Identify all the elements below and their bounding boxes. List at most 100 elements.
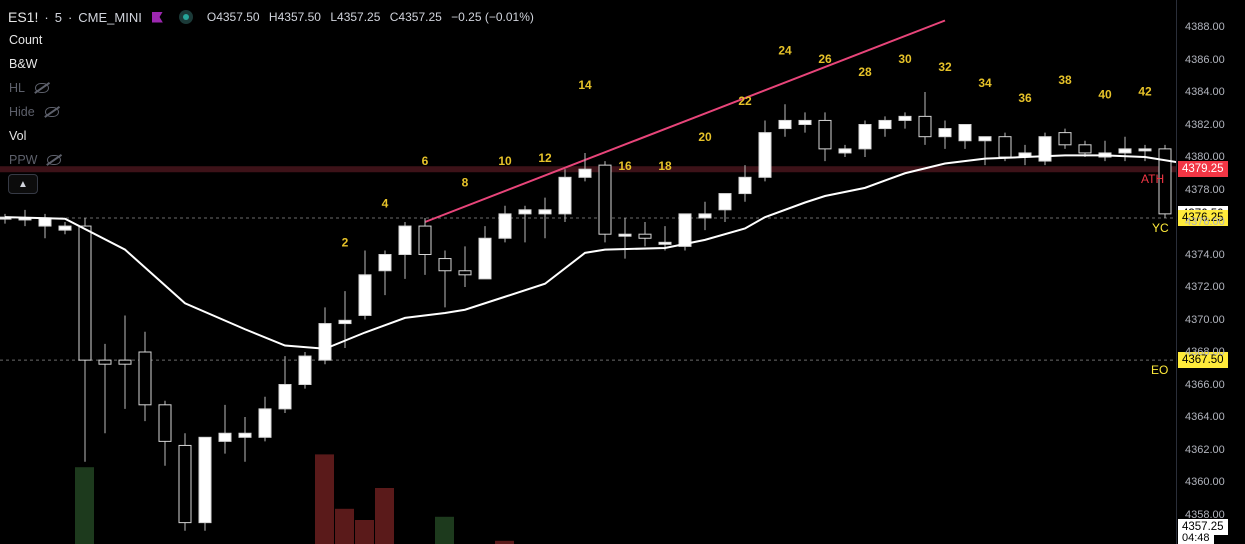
candle-body — [138, 351, 152, 406]
bar-count-label: 26 — [818, 52, 832, 66]
trendline — [424, 19, 946, 223]
bar-count-label: 4 — [382, 196, 389, 210]
high-value: 4357.50 — [277, 10, 321, 24]
low-value: 4357.25 — [337, 10, 381, 24]
candle-body — [1038, 136, 1052, 162]
indicator-hl[interactable]: HL — [9, 81, 49, 95]
price-tick-label: 4388.00 — [1185, 21, 1225, 33]
indicator-label: HL — [9, 81, 25, 95]
price-tick-label: 4364.00 — [1185, 411, 1225, 423]
price-tick-label: 4358.00 — [1185, 508, 1225, 521]
candle-body — [438, 258, 452, 272]
price-tick-label: 4372.00 — [1185, 281, 1225, 293]
exchange-label: CME_MINI — [78, 9, 142, 25]
close-value: 4357.25 — [398, 10, 442, 24]
candle-body — [318, 323, 332, 361]
candle-body — [1118, 148, 1132, 154]
open-label: O — [206, 10, 217, 24]
candle-body — [898, 115, 912, 121]
indicator-label: PPW — [9, 153, 38, 167]
bar-count-label: 36 — [1018, 91, 1032, 105]
candle-body — [758, 132, 772, 178]
candle-body — [98, 359, 112, 365]
bar-count-label: 8 — [462, 175, 469, 189]
candle-body — [1158, 148, 1172, 215]
candle-body — [698, 213, 712, 219]
indicator-label: Hide — [9, 105, 35, 119]
eye-hidden-icon[interactable] — [44, 107, 59, 117]
candle-body — [498, 213, 512, 239]
volume-bar — [75, 467, 94, 544]
bar-count-label: 10 — [498, 154, 512, 168]
candle-body — [878, 119, 892, 130]
volume-bar — [335, 508, 354, 544]
candle-body — [578, 168, 592, 178]
indicator-label: Vol — [9, 129, 27, 143]
candle-body — [398, 225, 412, 255]
yc-price-label: 4376.25 — [1178, 209, 1228, 226]
bar-count-label: 22 — [738, 94, 752, 108]
candle-body — [1138, 148, 1152, 152]
bar-count-label: 30 — [898, 52, 912, 66]
candle-body — [378, 254, 392, 272]
market-status-icon — [178, 10, 193, 24]
indicator-label: Count — [9, 33, 43, 47]
bar-count-label: 24 — [778, 44, 792, 58]
flag-icon[interactable] — [151, 11, 163, 23]
symbol-name[interactable]: ES1! — [8, 9, 39, 25]
indicator-ppw[interactable]: PPW — [9, 153, 62, 167]
eo-price-label: 4367.50 — [1178, 352, 1228, 369]
separator: · — [44, 9, 49, 25]
candle-body — [338, 319, 352, 325]
price-tick-label: 4378.00 — [1185, 183, 1225, 196]
change-value: −0.25 (−0.01%) — [451, 10, 534, 24]
candle-body — [598, 164, 612, 235]
moving-average-line — [4, 154, 1176, 350]
last-price-label: 4357.25 — [1178, 518, 1228, 535]
candle-body — [538, 209, 552, 215]
candle-body — [838, 148, 852, 154]
price-tick-label: 4374.00 — [1185, 248, 1225, 261]
eye-hidden-icon[interactable] — [47, 155, 62, 165]
indicator-hide[interactable]: Hide — [9, 105, 59, 119]
open-value: 4357.50 — [216, 10, 260, 24]
candle-body — [278, 384, 292, 410]
price-tick-label: 4380.00 — [1185, 151, 1225, 163]
candle-body — [918, 115, 932, 138]
price-tick-label: 4366.00 — [1185, 378, 1225, 391]
candle-body — [58, 225, 72, 231]
bar-count-label: 6 — [422, 154, 429, 168]
eo-level-label: EO — [1151, 363, 1169, 378]
interval-label[interactable]: 5 — [54, 9, 62, 25]
candle-body — [458, 270, 472, 276]
bar-count-label: 38 — [1058, 73, 1072, 87]
eye-hidden-icon[interactable] — [34, 83, 49, 93]
price-tick-label: 4368.00 — [1185, 346, 1225, 358]
candle-body — [978, 136, 992, 142]
collapse-indicators-button[interactable]: ▲ — [8, 174, 38, 194]
candle-body — [718, 193, 732, 211]
price-tick-label: 4382.00 — [1185, 118, 1225, 131]
indicator-count[interactable]: Count — [9, 33, 42, 47]
price-axis[interactable]: 4379.25 4376.50 4376.25 4367.50 4357.25 … — [1176, 0, 1245, 544]
candle-body — [218, 432, 232, 442]
price-tick-label: 4370.00 — [1185, 313, 1225, 326]
bar-count-label: 12 — [538, 151, 552, 165]
price-tick-label: 4360.00 — [1185, 476, 1225, 488]
price-tick-label: 4384.00 — [1185, 86, 1225, 98]
candle-body — [818, 119, 832, 150]
separator: · — [67, 9, 73, 25]
candle-body — [1058, 132, 1072, 146]
bar-count-label: 34 — [978, 76, 992, 90]
bar-count-label: 2 — [342, 235, 349, 249]
candle-body — [178, 444, 192, 524]
candle-body — [778, 119, 792, 130]
indicator-vol[interactable]: Vol — [9, 129, 26, 143]
indicator-bw[interactable]: B&W — [9, 57, 37, 71]
candle-body — [958, 124, 972, 142]
low-label: L — [330, 10, 338, 24]
ohlc-values: O4357.50 H4357.50 L4357.25 C4357.25 −0.2… — [207, 10, 534, 24]
bar-count-label: 18 — [658, 159, 672, 173]
